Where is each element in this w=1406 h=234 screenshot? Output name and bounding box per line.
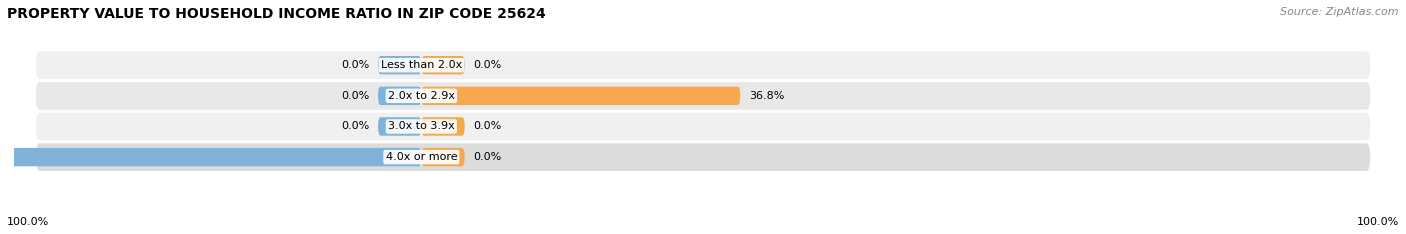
FancyBboxPatch shape [35,113,1371,140]
Text: 0.0%: 0.0% [474,152,502,162]
FancyBboxPatch shape [422,148,465,166]
FancyBboxPatch shape [378,87,422,105]
Text: 0.0%: 0.0% [474,121,502,132]
Text: 3.0x to 3.9x: 3.0x to 3.9x [388,121,454,132]
Text: 0.0%: 0.0% [342,60,370,70]
Text: PROPERTY VALUE TO HOUSEHOLD INCOME RATIO IN ZIP CODE 25624: PROPERTY VALUE TO HOUSEHOLD INCOME RATIO… [7,7,546,21]
Text: 100.0%: 100.0% [7,217,49,227]
FancyBboxPatch shape [422,87,741,105]
FancyBboxPatch shape [35,51,1371,79]
Text: 0.0%: 0.0% [342,121,370,132]
Text: 0.0%: 0.0% [474,60,502,70]
Text: 4.0x or more: 4.0x or more [385,152,457,162]
FancyBboxPatch shape [35,82,1371,110]
FancyBboxPatch shape [378,117,422,136]
FancyBboxPatch shape [422,56,465,74]
Text: 0.0%: 0.0% [342,91,370,101]
Text: Less than 2.0x: Less than 2.0x [381,60,463,70]
FancyBboxPatch shape [35,143,1371,171]
FancyBboxPatch shape [0,148,422,166]
Text: Source: ZipAtlas.com: Source: ZipAtlas.com [1281,7,1399,17]
Text: 2.0x to 2.9x: 2.0x to 2.9x [388,91,456,101]
FancyBboxPatch shape [422,117,465,136]
Text: 36.8%: 36.8% [749,91,785,101]
Text: 100.0%: 100.0% [1357,217,1399,227]
FancyBboxPatch shape [378,56,422,74]
